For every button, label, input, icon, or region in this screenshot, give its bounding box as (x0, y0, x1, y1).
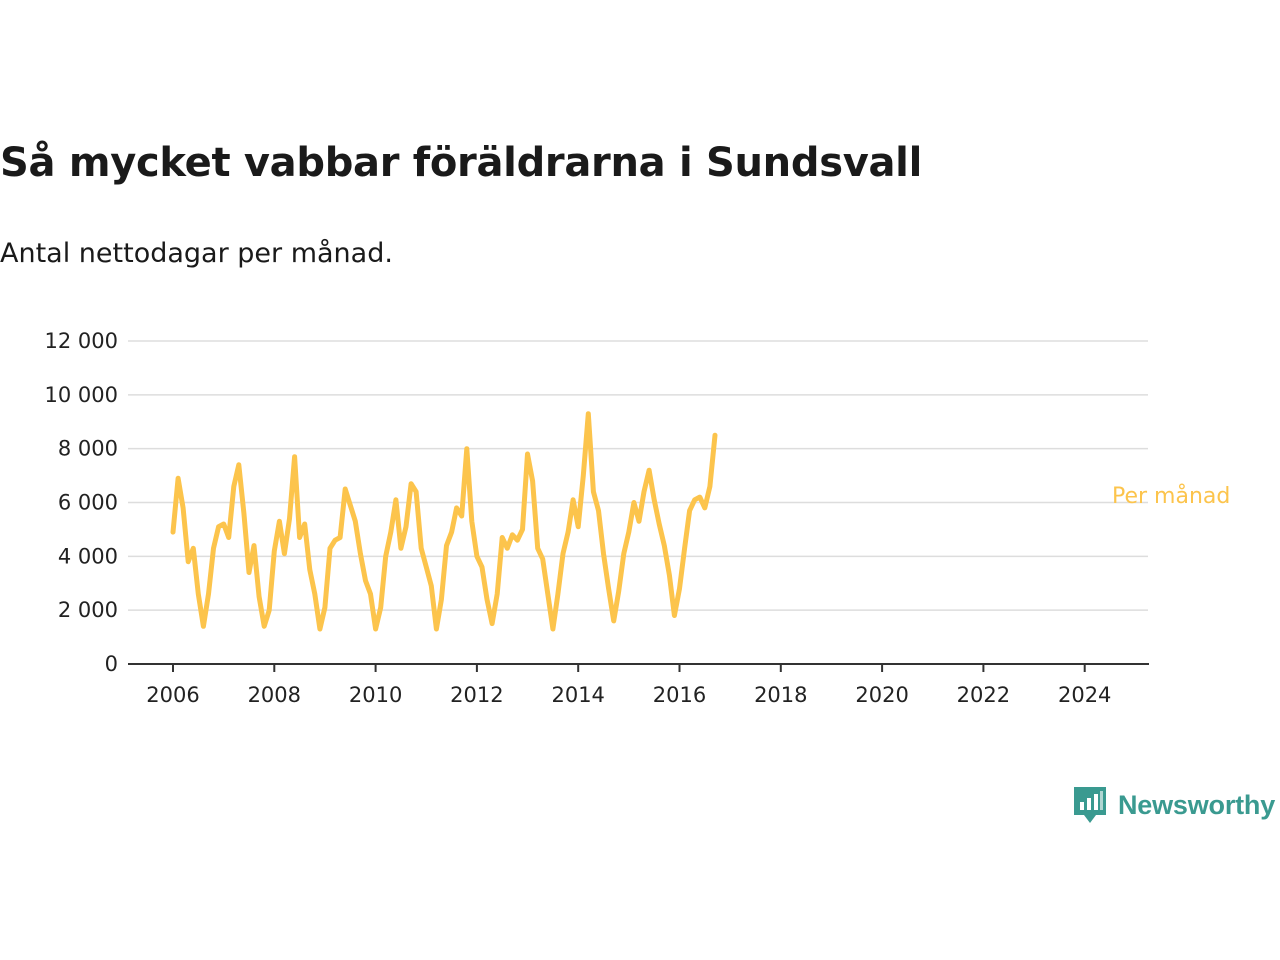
x-tick-label: 2014 (551, 683, 604, 707)
chart-title: Så mycket vabbar föräldrarna i Sundsvall (0, 140, 922, 186)
y-axis-ticks: 0 2 000 4 000 6 000 8 000 10 000 12 000 (45, 329, 118, 676)
y-tick-label: 8 000 (58, 437, 118, 461)
brand-name: Newsworthy (1118, 789, 1276, 820)
series-labels: Per månad (1112, 483, 1230, 509)
gridlines (128, 340, 1148, 611)
brand-logo: Newsworthy (1072, 785, 1275, 825)
series-line-per-manad (170, 411, 718, 632)
series-label: Per månad (1112, 483, 1230, 509)
x-tick-label: 2012 (450, 683, 503, 707)
x-tick-label: 2022 (957, 683, 1010, 707)
y-tick-label: 12 000 (45, 329, 118, 353)
y-tick-label: 0 (105, 652, 118, 676)
x-tick-label: 2010 (349, 683, 402, 707)
y-tick-label: 2 000 (58, 598, 118, 622)
x-axis: 2006 2008 2010 2012 2014 2016 2018 2020 2022 2024 (128, 663, 1149, 707)
y-tick-label: 10 000 (45, 383, 118, 407)
x-tick-label: 2024 (1058, 683, 1111, 707)
x-tick-label: 2018 (754, 683, 807, 707)
x-tick-label: 2006 (146, 683, 199, 707)
x-tick-label: 2016 (653, 683, 706, 707)
newsworthy-logo-icon (1074, 787, 1106, 823)
y-tick-label: 4 000 (58, 544, 118, 568)
chart-subtitle: Antal nettodagar per månad. (0, 238, 393, 269)
series-lines (170, 411, 718, 632)
y-tick-label: 6 000 (58, 491, 118, 515)
x-tick-label: 2008 (248, 683, 301, 707)
x-tick-label: 2020 (855, 683, 908, 707)
